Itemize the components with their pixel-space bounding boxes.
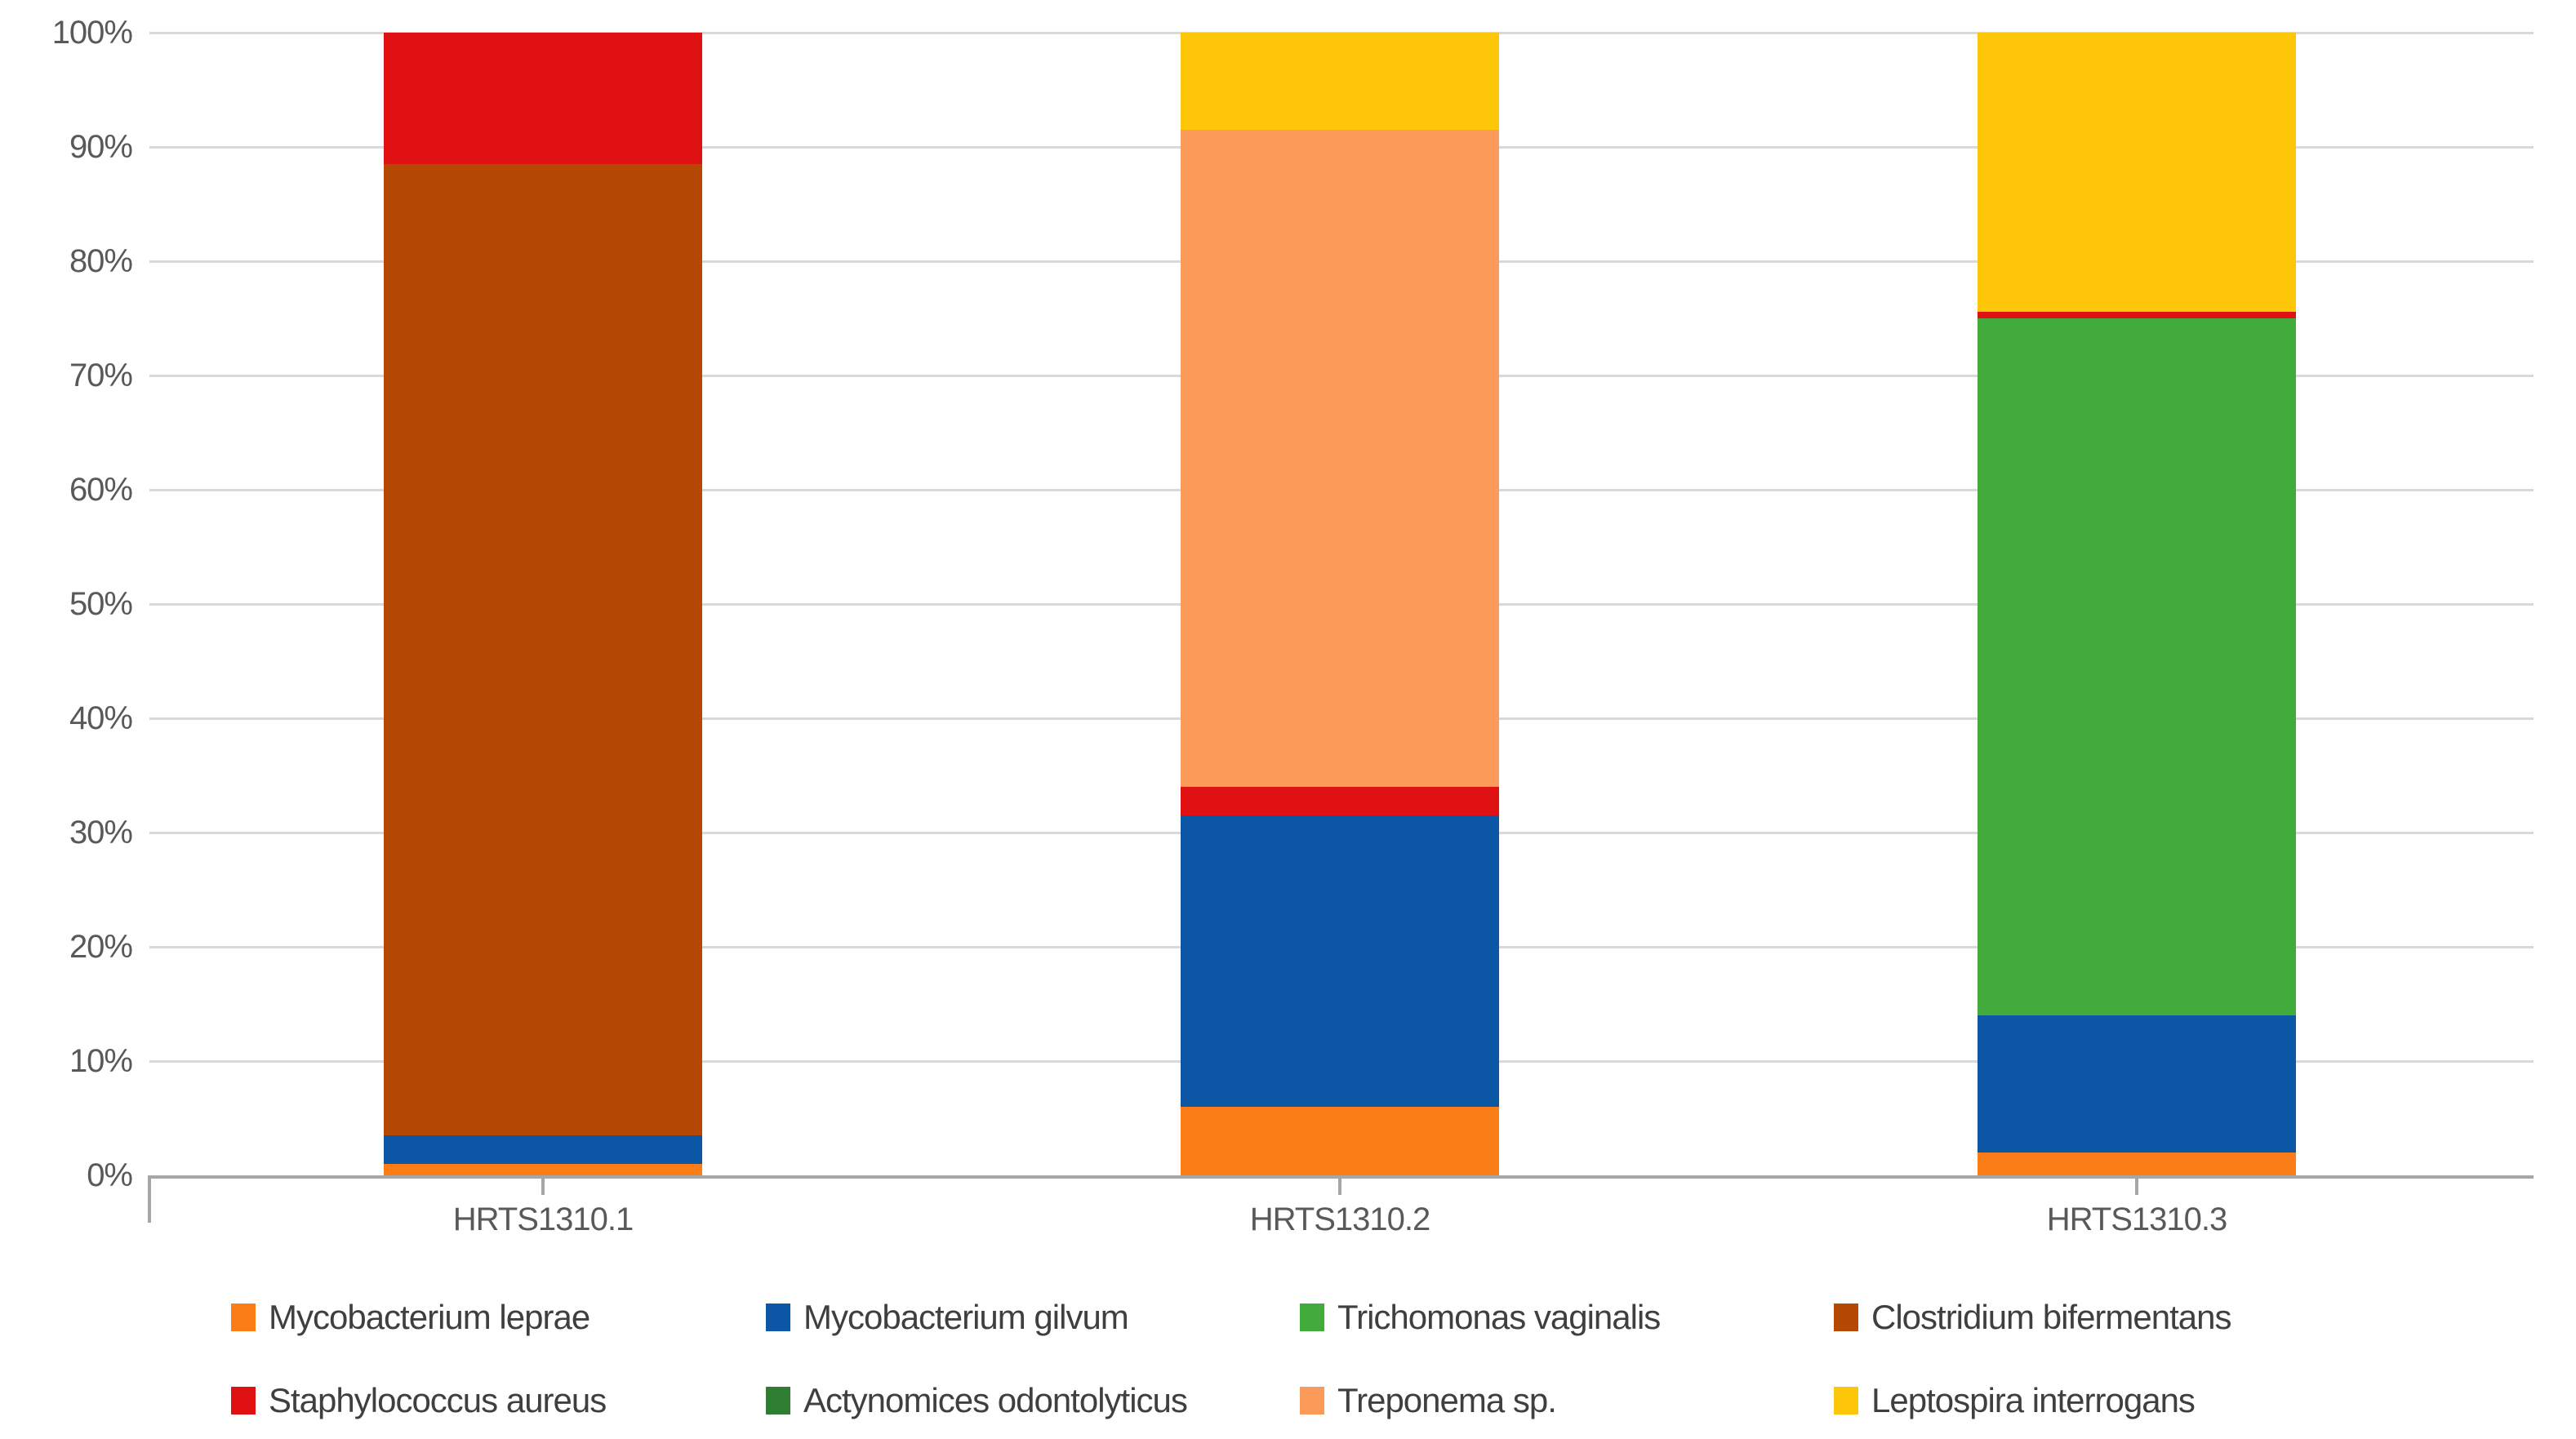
bar-segment-staphylococcus-aureus (384, 33, 702, 164)
x-axis-tick (2135, 1175, 2138, 1195)
legend-item-staphylococcus-aureus: Staphylococcus aureus (231, 1378, 607, 1423)
y-axis-origin-tick (148, 1175, 151, 1223)
x-axis-category-label: HRTS1310.1 (452, 1201, 634, 1237)
y-axis-tick-label: 20% (69, 929, 133, 965)
bar-segment-mycobacterium-leprae (1181, 1107, 1499, 1175)
bar-HRTS1310.1 (384, 33, 702, 1175)
legend-swatch (1300, 1304, 1324, 1331)
y-axis-tick-label: 0% (87, 1157, 133, 1193)
y-axis-tick-label: 80% (69, 243, 133, 279)
y-axis-tick-label: 90% (69, 129, 133, 165)
legend-label: Actynomices odontolyticus (803, 1381, 1188, 1419)
legend-label: Mycobacterium leprae (269, 1298, 590, 1336)
legend-label: Clostridium bifermentans (1871, 1298, 2232, 1336)
legend-swatch (766, 1387, 790, 1415)
bar-segment-mycobacterium-gilvum (384, 1135, 702, 1164)
bar-segment-mycobacterium-gilvum (1978, 1015, 2296, 1153)
legend-swatch (1300, 1387, 1324, 1415)
legend-label: Staphylococcus aureus (269, 1381, 607, 1419)
y-axis-tick-label: 30% (69, 815, 133, 851)
bar-HRTS1310.3 (1978, 33, 2296, 1175)
legend-item-actynomices-odontolyticus: Actynomices odontolyticus (766, 1378, 1188, 1423)
bar-segment-staphylococcus-aureus (1181, 787, 1499, 815)
legend-item-treponema-sp-: Treponema sp. (1300, 1378, 1557, 1423)
bar-segment-treponema-sp- (1181, 130, 1499, 787)
legend-item-leptospira-interrogans: Leptospira interrogans (1834, 1378, 2196, 1423)
y-axis-tick-label: 70% (69, 358, 133, 393)
y-axis-tick-label: 100% (51, 15, 133, 51)
bar-segment-mycobacterium-leprae (1978, 1153, 2296, 1175)
x-axis-category-label: HRTS1310.3 (2046, 1201, 2228, 1237)
x-axis-category-label: HRTS1310.2 (1249, 1201, 1431, 1237)
bar-segment-mycobacterium-leprae (384, 1164, 702, 1175)
legend-swatch (1834, 1304, 1858, 1331)
legend-item-clostridium-bifermentans: Clostridium bifermentans (1834, 1295, 2232, 1340)
legend-item-trichomonas-vaginalis: Trichomonas vaginalis (1300, 1295, 1661, 1340)
bar-segment-trichomonas-vaginalis (1978, 318, 2296, 1015)
bar-segment-leptospira-interrogans (1978, 33, 2296, 312)
legend-label: Treponema sp. (1337, 1381, 1557, 1419)
legend-swatch (231, 1304, 256, 1331)
legend-label: Trichomonas vaginalis (1337, 1298, 1661, 1336)
y-axis-tick-label: 10% (69, 1043, 133, 1079)
legend-label: Mycobacterium gilvum (803, 1298, 1129, 1336)
legend-swatch (766, 1304, 790, 1331)
y-axis-tick-label: 60% (69, 472, 133, 508)
y-axis-tick-label: 40% (69, 700, 133, 736)
legend-label: Leptospira interrogans (1871, 1381, 2196, 1419)
y-axis-tick-label: 50% (69, 586, 133, 622)
legend-item-mycobacterium-gilvum: Mycobacterium gilvum (766, 1295, 1129, 1340)
x-axis-tick (1338, 1175, 1341, 1195)
bar-segment-staphylococcus-aureus (1978, 311, 2296, 318)
bar-segment-clostridium-bifermentans (384, 164, 702, 1135)
legend-swatch (1834, 1387, 1858, 1415)
x-axis-line (149, 1175, 2534, 1179)
bar-HRTS1310.2 (1181, 33, 1499, 1175)
bar-segment-mycobacterium-gilvum (1181, 815, 1499, 1107)
legend-item-mycobacterium-leprae: Mycobacterium leprae (231, 1295, 590, 1340)
x-axis-tick (541, 1175, 545, 1195)
plot-area (148, 32, 2534, 1223)
legend-swatch (231, 1387, 256, 1415)
bar-segment-leptospira-interrogans (1181, 33, 1499, 130)
